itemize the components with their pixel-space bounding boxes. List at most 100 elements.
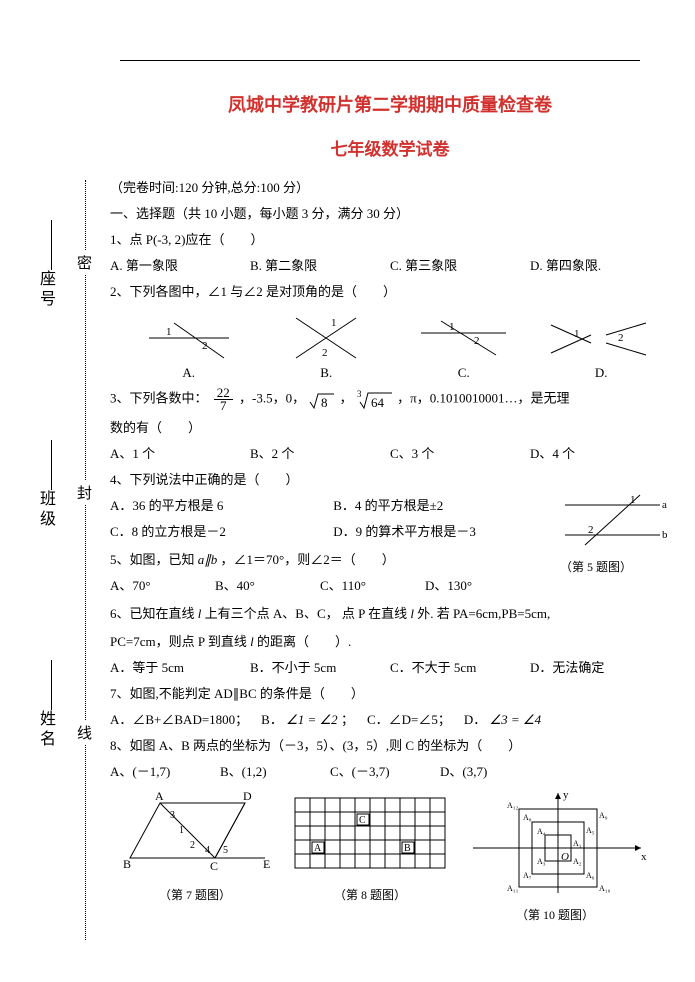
svg-text:E: E — [263, 857, 270, 871]
q4-opt-c: C．8 的立方根是－2 — [110, 522, 330, 542]
q4-opt-d: D．9 的算术平方根是－3 — [333, 524, 476, 539]
q3-opt-d: D、4 个 — [530, 444, 670, 464]
q7-figure: A D B C E 3 1 2 4 5 （第 7 题图） — [110, 788, 280, 903]
q7-caption: （第 7 题图） — [110, 886, 280, 903]
q5-parallel: a∥b — [198, 552, 218, 567]
svg-text:1: 1 — [331, 317, 337, 329]
q5-stem-b: ，∠1＝70°，则∠2＝（ ） — [221, 552, 395, 567]
q8-opt-d: D、(3,7) — [440, 762, 550, 782]
gutter-underline-1 — [51, 220, 52, 270]
q4-opt-b: B．4 的平方根是±2 — [333, 498, 443, 513]
svg-text:x: x — [641, 851, 647, 863]
exam-title: 凤城中学教研片第二学期期中质量检查卷 — [110, 91, 670, 117]
q3-opt-a: A、1 个 — [110, 444, 250, 464]
q6-opt-a: A．等于 5cm — [110, 658, 250, 678]
svg-text:B: B — [123, 857, 131, 871]
q6-options: A．等于 5cm B．不小于 5cm C．不大于 5cm D．无法确定 — [110, 658, 670, 678]
gutter-label-seat: 座 号 — [33, 270, 57, 306]
exam-subtitle: 七年级数学试卷 — [110, 135, 670, 160]
svg-text:1: 1 — [179, 825, 184, 836]
section-heading-1: 一、选择题（共 10 小题，每小题 3 分，满分 30 分） — [110, 204, 670, 224]
svg-text:A₁₂: A₁₂ — [507, 801, 519, 810]
q6-l-2: l — [410, 606, 414, 621]
svg-text:B: B — [404, 843, 411, 854]
svg-text:8: 8 — [321, 395, 328, 410]
q8-opt-b: B、(1,2) — [220, 762, 330, 782]
q3-tail: ，π，0.1010010001…，是无理 — [397, 390, 569, 405]
q10-caption: （第 10 题图） — [460, 906, 650, 923]
q5-opt-a: A、70° — [110, 576, 215, 596]
svg-text:5: 5 — [223, 845, 228, 856]
q3-sqrt8: 8 — [308, 390, 339, 405]
gutter-mark-feng: 封 — [77, 480, 92, 505]
svg-text:A₈: A₈ — [523, 813, 532, 822]
q7-opt-d: D． — [464, 712, 486, 727]
q7-opt-a: A．∠B+∠BAD=1800； — [110, 712, 248, 727]
q1-opt-b: B. 第二象限 — [250, 256, 390, 276]
svg-text:4: 4 — [205, 845, 210, 856]
figure-row: A D B C E 3 1 2 4 5 （第 7 题图） — [110, 788, 670, 923]
q3-cbrt64: 364 — [356, 390, 397, 405]
q8-caption: （第 8 题图） — [280, 886, 460, 903]
q7-stem: 7、如图,不能判定 AD∥BC 的条件是（ ） — [110, 684, 670, 704]
q7-opt-b-math: ∠1 = ∠2 — [286, 712, 338, 727]
svg-text:A: A — [314, 843, 322, 854]
q4-stem: 4、下列说法中正确的是（ ） — [110, 470, 670, 490]
svg-text:A₁₁: A₁₁ — [507, 884, 519, 893]
svg-text:2: 2 — [618, 332, 624, 344]
q2-label-a: A. — [120, 365, 258, 381]
q5-opt-b: B、40° — [215, 576, 320, 596]
q7-opt-d-math: ∠3 = ∠4 — [490, 712, 542, 727]
q7-options: A．∠B+∠BAD=1800； B． ∠1 = ∠2 ； C．∠D=∠5； D．… — [110, 710, 670, 730]
q6-line1: 6、已知在直线 l 上有三个点 A、B、C， 点 P 在直线 l 外. 若 PA… — [110, 604, 670, 624]
binding-gutter: 座 号 班 级 姓 名 密 封 线 — [35, 180, 95, 940]
q7-opt-b: B． — [261, 712, 283, 727]
q2-stem: 2、下列各图中，∠1 与∠2 是对顶角的是（ ） — [110, 282, 670, 302]
gutter-underline-2 — [51, 440, 52, 490]
svg-text:b: b — [662, 529, 668, 541]
q6-opt-c: C．不大于 5cm — [390, 658, 530, 678]
q1-stem: 1、点 P(-3, 2)应在（ ） — [110, 230, 670, 250]
exam-timing: （完卷时间:120 分钟,总分:100 分） — [110, 178, 670, 198]
svg-text:1: 1 — [574, 328, 580, 340]
q3-mid: ，-3.5，0， — [239, 390, 305, 405]
svg-text:A₂: A₂ — [573, 857, 582, 866]
q6-l2a: PC=7cm，则点 P 到直线 — [110, 634, 247, 649]
svg-text:3: 3 — [357, 389, 362, 399]
q7-opt-c: C．∠D=∠5； — [367, 712, 451, 727]
svg-text:D: D — [243, 789, 252, 803]
svg-text:C: C — [359, 815, 366, 826]
q1-options: A. 第一象限 B. 第二象限 C. 第三象限 D. 第四象限. — [110, 256, 670, 276]
svg-text:2: 2 — [322, 347, 328, 359]
svg-text:A₆: A₆ — [586, 871, 595, 880]
q2-label-d: D. — [533, 365, 671, 381]
gutter-label-class: 班 级 — [33, 490, 57, 526]
q8-options: A、(－1,7) B、(1,2) C、(－3,7) D、(3,7) — [110, 762, 550, 782]
svg-text:A₁₀: A₁₀ — [599, 884, 611, 893]
svg-text:A₇: A₇ — [523, 871, 532, 880]
page-content: 凤城中学教研片第二学期期中质量检查卷 七年级数学试卷 （完卷时间:120 分钟,… — [110, 60, 670, 923]
q1-opt-d: D. 第四象限. — [530, 256, 670, 276]
q6-l1a: 6、已知在直线 — [110, 606, 195, 621]
svg-text:A: A — [155, 789, 164, 803]
q10-figure: x y O A₁ A₂ A₃ A₄ A₅ A₆ A₇ A₈ A₉ A₁₀ A₁₁… — [460, 788, 650, 923]
q2-diagrams: 1 2 A. 1 2 B. 1 2 C. — [120, 308, 670, 381]
svg-text:A₃: A₃ — [537, 857, 546, 866]
q1-opt-c: C. 第三象限 — [390, 256, 530, 276]
gutter-dotted-line — [85, 180, 86, 940]
q3-c1: ， — [340, 390, 353, 405]
q8-figure: A B C （第 8 题图） — [280, 788, 460, 903]
q3-options: A、1 个 B、2 个 C、3 个 D、4 个 — [110, 444, 670, 464]
q6-l1c: 外. 若 PA=6cm,PB=5cm, — [417, 606, 550, 621]
q3-line1: 3、下列各数中： 22 7 ，-3.5，0， 8 ， 364 ，π，0.1010… — [110, 387, 670, 412]
q5-opt-d: D、130° — [425, 576, 530, 596]
q1-opt-a: A. 第一象限 — [110, 256, 250, 276]
svg-text:64: 64 — [371, 395, 385, 410]
gutter-underline-3 — [51, 660, 52, 710]
svg-text:2: 2 — [588, 524, 594, 536]
q5-opt-c: C、110° — [320, 576, 425, 596]
q2-diagram-d: 1 2 — [546, 313, 656, 363]
svg-text:A₁: A₁ — [573, 839, 582, 848]
q2-diagram-b: 1 2 — [286, 308, 366, 363]
svg-text:1: 1 — [630, 494, 636, 506]
